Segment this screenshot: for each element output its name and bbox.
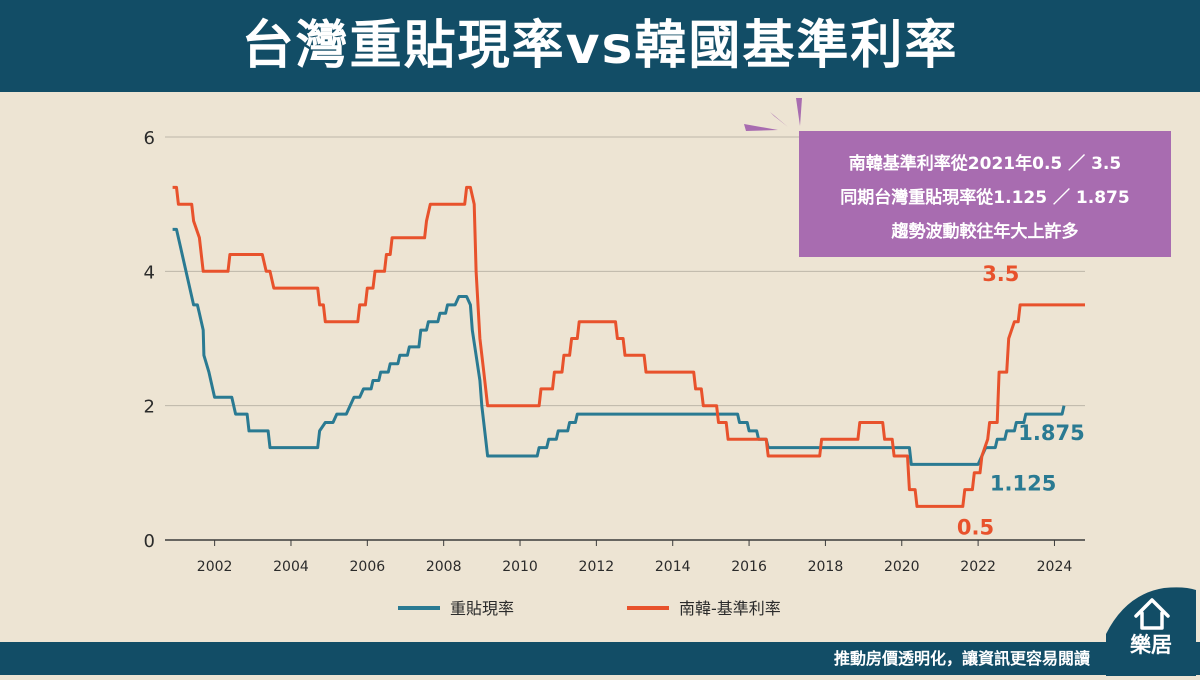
house-icon: [1134, 598, 1170, 630]
x-tick-label: 2002: [197, 559, 233, 575]
y-tick-label: 4: [144, 262, 155, 283]
page-title: 台灣重貼現率vs韓國基準利率: [241, 16, 959, 76]
sparkle-mark: [744, 124, 778, 131]
legend-label: 重貼現率: [450, 599, 514, 618]
series-line-korea: [172, 185, 1085, 508]
x-tick-label: 2016: [731, 559, 767, 575]
x-tick-label: 2010: [502, 559, 538, 575]
annotation-box: 南韓基準利率從2021年0.5 ／ 3.5 同期台灣重貼現率從1.125 ／ 1…: [799, 131, 1171, 257]
legend-label: 南韓-基準利率: [679, 599, 781, 618]
footer-bar: 推動房價透明化，讓資訊更容易閱讀: [0, 642, 1200, 675]
x-tick-label: 2006: [350, 559, 386, 575]
x-tick-label: 2018: [808, 559, 844, 575]
annotation-line-3: 趨勢波動較往年大上許多: [891, 222, 1079, 242]
series-line-taiwan: [172, 227, 1066, 466]
y-tick-label: 6: [144, 128, 155, 149]
x-tick-label: 2024: [1037, 559, 1073, 575]
y-tick-label: 0: [144, 531, 155, 552]
annotation-line-1: 南韓基準利率從2021年0.5 ／ 3.5: [848, 154, 1122, 174]
data-label: 3.5: [982, 262, 1019, 286]
sparkle-mark: [796, 98, 802, 126]
x-tick-label: 2004: [273, 559, 309, 575]
x-tick-label: 2008: [426, 559, 462, 575]
annotation-line-2: 同期台灣重貼現率從1.125 ／ 1.875: [840, 188, 1130, 208]
sparkle-mark: [770, 112, 788, 127]
x-tick-label: 2020: [884, 559, 920, 575]
data-label: 1.875: [1018, 421, 1084, 445]
footer-slogan: 推動房價透明化，讓資訊更容易閱讀: [833, 649, 1090, 668]
x-tick-label: 2012: [579, 559, 615, 575]
header-bar: [0, 0, 1200, 92]
x-tick-label: 2014: [655, 559, 691, 575]
brand-name: 樂居: [1130, 633, 1172, 657]
y-tick-label: 2: [144, 397, 155, 418]
data-label: 0.5: [957, 515, 994, 539]
brand-logo: 樂居: [1106, 586, 1196, 676]
data-label: 1.125: [990, 471, 1056, 495]
x-tick-label: 2022: [960, 559, 996, 575]
